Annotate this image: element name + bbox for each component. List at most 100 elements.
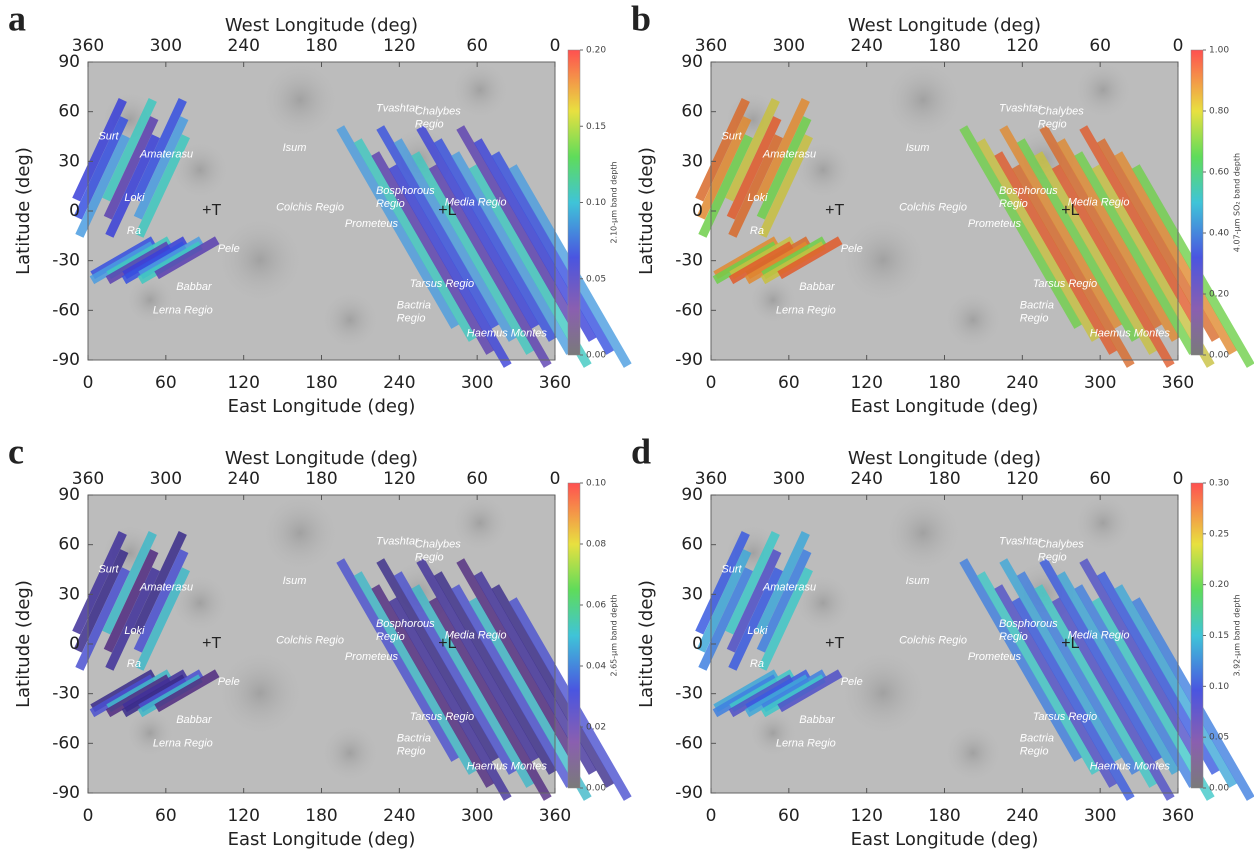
feature-label: Prometeus (968, 651, 1022, 663)
feature-label-line: Chalybes (1038, 106, 1084, 118)
colorbar-tick-label: 0.20 (586, 46, 606, 56)
feature-label-line: Regio (397, 312, 426, 324)
feature-label: Isum (906, 142, 930, 154)
feature-label-line: Bosphorous (376, 618, 435, 630)
colorbar-label: 3.92-μm band depth (1233, 594, 1242, 676)
map-texture (883, 493, 963, 573)
feature-label-line: Amaterasu (139, 582, 193, 594)
colorbar-tick-label: 0.05 (586, 274, 606, 284)
colorbar-tick-label: 0.15 (586, 122, 606, 132)
feature-label-line: Colchis Regio (276, 635, 344, 647)
swath (336, 558, 460, 762)
feature-label: Surt (98, 130, 119, 142)
feature-label-line: Amaterasu (762, 582, 816, 594)
top-x-tick-label: 0 (550, 36, 561, 56)
x-tick-label: 0 (706, 373, 717, 393)
y-tick-label: 90 (58, 485, 80, 505)
feature-label: Isum (906, 575, 930, 587)
map-texture (793, 573, 853, 633)
y-tick-label: -30 (52, 251, 80, 271)
feature-label-line: Regio (376, 198, 405, 210)
swath (433, 138, 557, 342)
swath (336, 125, 460, 329)
swath (1056, 138, 1180, 342)
x-tick-label: 180 (928, 806, 960, 826)
feature-label-line: Bosphorous (376, 185, 435, 197)
swath (777, 236, 843, 280)
swath (416, 558, 540, 762)
feature-label-line: Prometeus (345, 218, 399, 230)
x-tick-label: 120 (227, 806, 259, 826)
swath (456, 558, 580, 762)
x-tick-label: 240 (383, 806, 415, 826)
map-texture (170, 140, 230, 200)
swath (72, 98, 127, 202)
map-texture (838, 215, 928, 305)
colorbar-tick-label: 0.40 (1209, 229, 1229, 239)
feature-label: Amaterasu (139, 149, 193, 161)
bottom-axis-title: East Longitude (deg) (228, 829, 416, 850)
feature-label: Surt (721, 130, 742, 142)
colorbar-tick-label: 0.00 (1209, 351, 1229, 361)
feature-label-line: Tvashtar (376, 535, 420, 547)
y-tick-label: 90 (681, 52, 703, 72)
map-texture (215, 215, 305, 305)
y-tick-label: -30 (52, 684, 80, 704)
swath (388, 597, 512, 801)
feature-label-line: Prometeus (968, 218, 1022, 230)
top-x-tick-label: 240 (227, 36, 259, 56)
feature-label-line: Bosphorous (999, 618, 1058, 630)
bottom-axis-title: East Longitude (deg) (228, 396, 416, 417)
site-marker: +T (202, 635, 221, 652)
y-tick-label: -90 (52, 783, 80, 803)
bottom-axis-title: East Longitude (deg) (851, 396, 1039, 417)
top-x-tick-label: 240 (227, 469, 259, 489)
swath (1091, 597, 1215, 801)
swath (728, 567, 783, 671)
swath (959, 558, 1083, 762)
feature-label-line: Regio (999, 198, 1028, 210)
site-marker: +T (825, 202, 844, 219)
feature-label-line: Ra (127, 225, 141, 237)
colorbar-tick-label: 0.20 (1209, 580, 1229, 590)
feature-label: Ra (750, 225, 764, 237)
swath (695, 531, 750, 635)
feature-label-line: Chalybes (415, 539, 461, 551)
swath (393, 571, 517, 775)
feature-label-line: Prometeus (968, 651, 1022, 663)
top-x-tick-label: 60 (466, 469, 488, 489)
feature-label-line: Surt (721, 563, 742, 575)
top-x-tick-label: 120 (383, 469, 415, 489)
swath (135, 134, 190, 238)
y-axis-title: Latitude (deg) (13, 580, 34, 708)
swath (755, 531, 810, 635)
feature-label: Haemus Montes (1090, 760, 1171, 772)
y-axis-title: Latitude (deg) (13, 147, 34, 275)
feature-label: Isum (283, 142, 307, 154)
swath (428, 597, 552, 801)
swath (411, 151, 535, 355)
colorbar-tick-label: 0.30 (1209, 479, 1229, 489)
feature-label: Amaterasu (762, 149, 816, 161)
swath (75, 134, 130, 238)
swath (154, 669, 220, 713)
feature-label: Chalybes Regio (1038, 106, 1084, 131)
swath (1034, 584, 1158, 788)
feature-label: Haemus Montes (1090, 327, 1171, 339)
x-tick-label: 300 (1084, 373, 1116, 393)
colorbar-tick-label: 0.10 (1209, 682, 1229, 692)
top-x-tick-label: 240 (850, 36, 882, 56)
feature-label: Tvashtar (376, 102, 420, 114)
feature-label: Ra (127, 225, 141, 237)
x-tick-label: 180 (928, 373, 960, 393)
panel: d West Longitude (deg) East Longitude (deg… (631, 431, 1254, 850)
swath (353, 571, 477, 775)
top-axis-title: West Longitude (deg) (225, 15, 418, 36)
feature-label-line: Regio (415, 119, 444, 131)
feature-label-line: Bactria (397, 299, 431, 311)
feature-label-line: Haemus Montes (467, 327, 548, 339)
swath (416, 125, 540, 329)
y-tick-label: 30 (681, 584, 703, 604)
top-x-tick-label: 180 (928, 36, 960, 56)
